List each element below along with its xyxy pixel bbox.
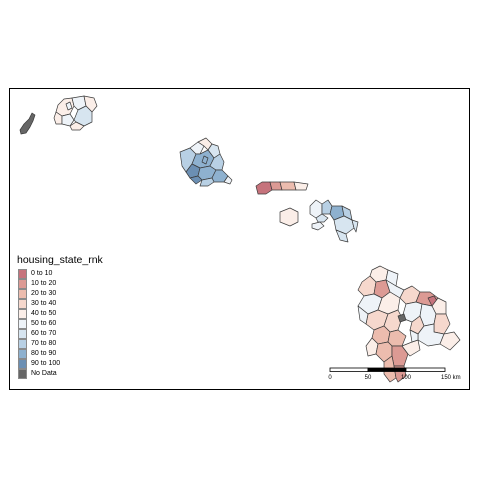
legend-label: 50 to 60: [31, 320, 57, 327]
legend-label: 30 to 40: [31, 300, 57, 307]
legend-item: 60 to 70: [18, 329, 60, 339]
legend-item: 40 to 50: [18, 309, 60, 319]
legend-item: 80 to 90: [18, 349, 60, 359]
scale-label-50: 50: [365, 375, 372, 381]
scale-bar-segment-2: [367, 367, 407, 372]
legend-label: 70 to 80: [31, 340, 57, 347]
legend-label: 20 to 30: [31, 290, 57, 297]
scale-bar: 0 50 100 150 km: [328, 367, 461, 381]
legend-swatch: [18, 339, 27, 349]
legend-label: 10 to 20: [31, 280, 57, 287]
legend-item: 20 to 30: [18, 289, 60, 299]
legend-swatch: [18, 279, 27, 289]
legend-label: 90 to 100: [31, 360, 61, 367]
niihau-island: [19, 112, 36, 135]
kauai-island: [53, 95, 98, 131]
legend-swatch: [18, 319, 27, 329]
legend-item: 10 to 20: [18, 279, 60, 289]
legend-item: 70 to 80: [18, 339, 60, 349]
kahoolawe-island: [311, 221, 325, 231]
scale-label-150-km: 150 km: [441, 375, 461, 381]
scale-bar-segment-1: [329, 367, 369, 372]
legend-item: 50 to 60: [18, 319, 60, 329]
maui-island: [309, 199, 359, 243]
legend-item: No Data: [18, 369, 60, 379]
legend-item: 0 to 10: [18, 269, 60, 279]
legend-swatch: [18, 349, 27, 359]
legend-item: 90 to 100: [18, 359, 60, 369]
legend-swatch: [18, 289, 27, 299]
scale-label-100: 100: [401, 375, 412, 381]
legend-label: 60 to 70: [31, 330, 57, 337]
legend-title: housing_state_rnk: [17, 254, 103, 266]
legend-label: 80 to 90: [31, 350, 57, 357]
oahu-island: [179, 137, 233, 187]
legend-swatch: [18, 369, 27, 379]
lanai-island: [279, 207, 299, 227]
legend-label: 40 to 50: [31, 310, 57, 317]
legend-swatch: [18, 299, 27, 309]
legend-swatch: [18, 359, 27, 369]
legend-item: 30 to 40: [18, 299, 60, 309]
legend-swatch: [18, 329, 27, 339]
hawaii-island: [357, 265, 461, 383]
map-frame: [9, 88, 470, 390]
legend-swatch: [18, 269, 27, 279]
legend-swatch: [18, 309, 27, 319]
legend-label: 0 to 10: [31, 270, 53, 277]
molokai-island: [255, 181, 309, 195]
legend-label: No Data: [31, 370, 57, 377]
scale-bar-segment-3: [405, 367, 446, 372]
scale-label-0: 0: [328, 375, 332, 381]
legend: 0 to 10 10 to 20 20 to 30 30 to 40 40 to…: [18, 269, 60, 379]
